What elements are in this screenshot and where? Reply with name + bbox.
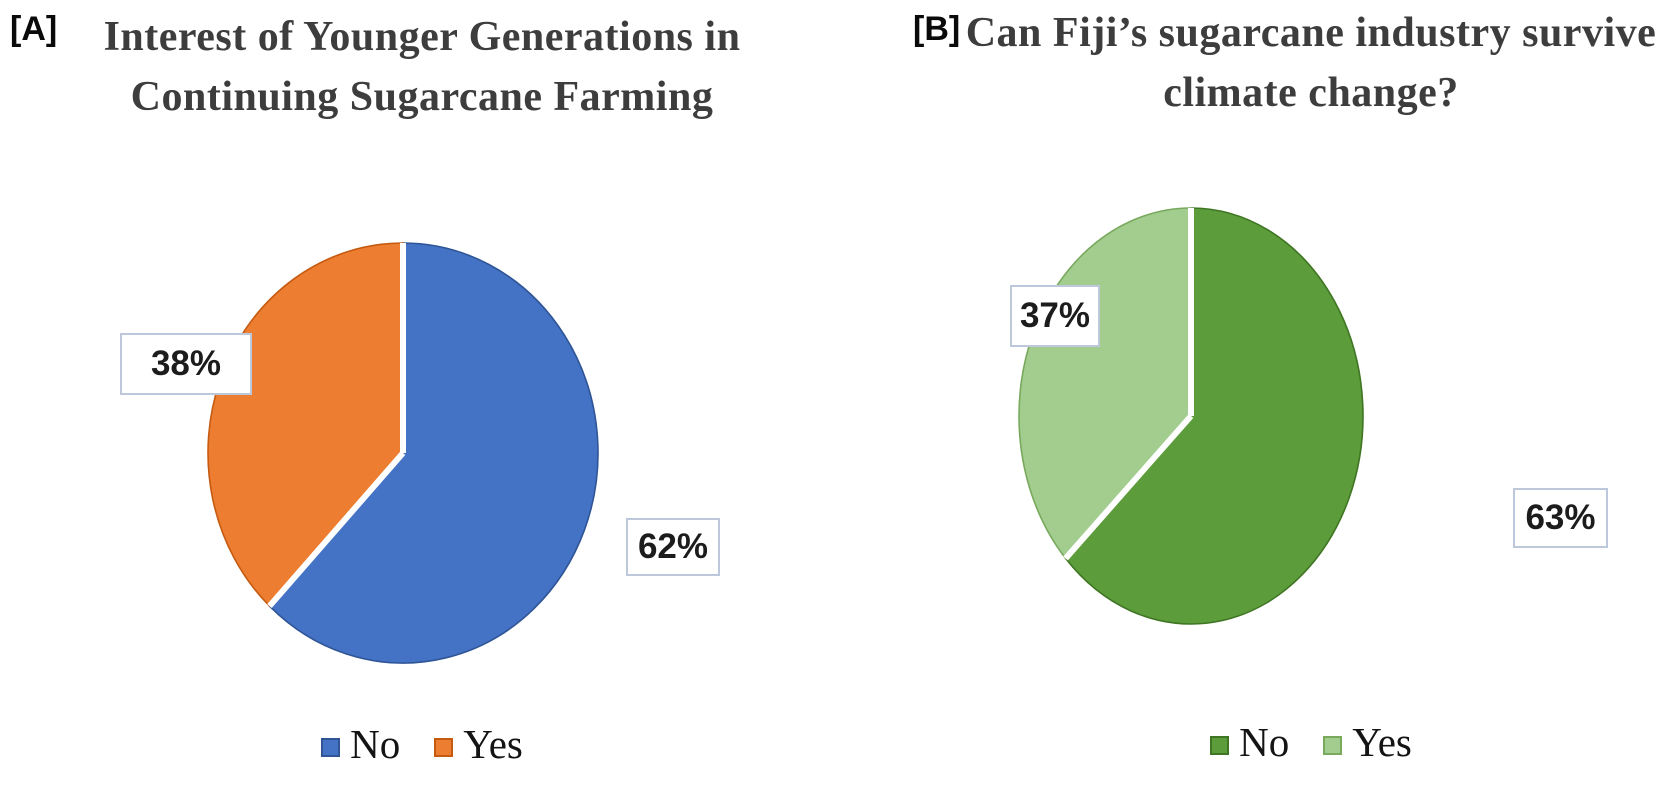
legend-a-item-no: No [321, 724, 400, 765]
pie-b-label-no-63: 63% [1513, 488, 1608, 548]
pie-chart-b [1018, 207, 1364, 625]
pie-a-label-no-62: 62% [626, 518, 720, 576]
legend-b-label-yes: Yes [1352, 719, 1412, 765]
pie-slice-no [268, 242, 599, 664]
legend-swatch-yes-orange [434, 738, 454, 757]
legend-a-item-yes: Yes [434, 724, 523, 765]
legend-b-item-yes: Yes [1323, 722, 1412, 763]
legend-swatch-no-blue [321, 738, 341, 757]
panel-b-tag: [B] [913, 10, 961, 48]
legend-b: No Yes [958, 722, 1664, 763]
legend-swatch-yes-lightgreen [1323, 736, 1343, 755]
legend-a-label-yes: Yes [463, 721, 523, 767]
legend-b-item-no: No [1210, 722, 1289, 763]
pie-b-label-yes-37: 37% [1010, 285, 1100, 347]
panel-a-tag: [A] [10, 10, 58, 48]
legend-swatch-no-darkgreen [1210, 736, 1230, 755]
legend-b-label-no: No [1239, 719, 1290, 765]
chart-a-title: Interest of Younger Generations in Conti… [103, 14, 741, 120]
pie-slice-separator [1063, 414, 1194, 561]
legend-a-label-no: No [350, 721, 401, 767]
pie-slice-no [1064, 207, 1364, 625]
pie-slice-separator [267, 451, 406, 609]
chart-b-title: Can Fiji’s sugarcane industry survive cl… [965, 10, 1657, 116]
pie-a-label-yes-38: 38% [120, 333, 252, 395]
pie-chart-a [207, 242, 599, 664]
legend-a: No Yes [88, 724, 756, 765]
